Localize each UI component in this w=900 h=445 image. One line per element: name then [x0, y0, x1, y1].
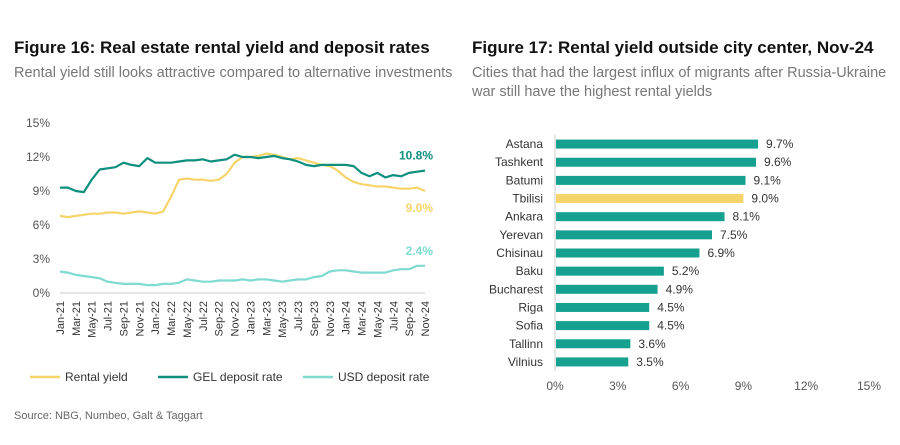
end-label-rental-yield: 9.0% — [406, 201, 434, 215]
bar-sofia — [556, 321, 650, 331]
x-tick-label: Mar-22 — [166, 301, 178, 336]
y-tick-label: 15% — [26, 116, 50, 130]
x-tick-label: Sep-24 — [404, 301, 416, 336]
x-tick-label: 6% — [672, 379, 690, 393]
x-tick-label: Mar-24 — [357, 301, 369, 336]
x-tick-label: Jan-21 — [55, 301, 67, 335]
x-tick-label: Jul-24 — [388, 301, 400, 331]
y-tick-label: 0% — [33, 286, 51, 300]
bar-chisinau — [556, 248, 700, 258]
value-label: 9.7% — [766, 137, 794, 151]
value-label: 4.5% — [657, 300, 685, 314]
category-label: Tashkent — [495, 155, 544, 169]
category-label: Tallinn — [509, 337, 543, 351]
category-label: Batumi — [506, 173, 543, 187]
x-tick-label: May-22 — [182, 301, 194, 338]
value-label: 7.5% — [720, 228, 748, 242]
value-label: 3.6% — [638, 337, 666, 351]
category-label: Astana — [506, 137, 544, 151]
y-tick-label: 9% — [33, 184, 51, 198]
value-label: 9.0% — [751, 192, 779, 206]
bar-riga — [556, 302, 650, 312]
y-tick-label: 6% — [33, 218, 51, 232]
x-tick-label: May-24 — [372, 301, 384, 338]
bar-ankara — [556, 212, 725, 222]
line-chart-rental-yield-deposit-rates: 0%3%6%9%12%15%Jan-21 Mar-21 May-21 Jul-21 Se… — [26, 116, 434, 384]
x-tick-label: Jan-24 — [341, 301, 353, 335]
bar-vilnius — [556, 357, 629, 367]
bar-baku — [556, 266, 664, 276]
x-tick-label: Jul-22 — [198, 301, 210, 331]
category-label: Yerevan — [499, 228, 543, 242]
x-tick-label: Sep-23 — [309, 301, 321, 336]
bar-chart-rental-yield-cities: Astana 9.7% Tashkent 9.6% Batumi 9.1% Tbilisi 9… — [489, 135, 881, 393]
bar-bucharest — [556, 284, 658, 294]
end-label-usd-deposit-rate: 2.4% — [406, 244, 434, 258]
x-tick-label: May-23 — [277, 301, 289, 338]
category-label: Sofia — [516, 319, 544, 333]
category-label: Ankara — [505, 210, 543, 224]
value-label: 9.1% — [753, 173, 781, 187]
x-tick-label: Nov-23 — [325, 301, 337, 336]
x-tick-label: Nov-21 — [134, 301, 146, 336]
x-tick-label: Mar-21 — [71, 301, 83, 336]
figure16-subtitle: Rental yield still looks attractive comp… — [14, 65, 453, 81]
bar-yerevan — [556, 230, 712, 240]
x-tick-label: Jan-22 — [150, 301, 162, 335]
y-tick-label: 12% — [26, 150, 50, 164]
value-label: 8.1% — [733, 210, 761, 224]
category-label: Riga — [518, 300, 543, 314]
x-tick-label: 3% — [609, 379, 627, 393]
y-tick-label: 3% — [33, 252, 51, 266]
category-label: Vilnius — [508, 355, 543, 369]
x-tick-label: Sep-22 — [214, 301, 226, 336]
value-label: 6.9% — [707, 246, 735, 260]
x-tick-label: Sep-21 — [118, 301, 130, 336]
category-label: Bucharest — [489, 282, 544, 296]
x-tick-label: Jan-23 — [245, 301, 257, 335]
figure16-title: Figure 16: Real estate rental yield and … — [14, 38, 430, 57]
value-label: 4.9% — [666, 282, 694, 296]
bar-tbilisi — [556, 194, 744, 204]
figure17-title: Figure 17: Rental yield outside city cen… — [472, 38, 874, 57]
series-line-usd-deposit-rate — [59, 264, 425, 287]
x-tick-label: 9% — [735, 379, 753, 393]
series-line-gel-deposit-rate — [60, 153, 426, 194]
x-tick-label: Nov-24 — [420, 301, 432, 336]
x-tick-label: May-21 — [87, 301, 99, 338]
value-label: 4.5% — [657, 319, 685, 333]
legend-label-rental-yield: Rental yield — [65, 370, 128, 384]
category-label: Chisinau — [496, 246, 543, 260]
category-label: Baku — [516, 264, 543, 278]
value-label: 9.6% — [764, 155, 792, 169]
legend-label-gel-deposit-rate: GEL deposit rate — [193, 370, 283, 384]
category-label: Tbilisi — [512, 192, 543, 206]
x-tick-label: 15% — [857, 379, 881, 393]
figure17-subtitle: Cities that had the largest influx of mi… — [472, 65, 887, 100]
legend-label-usd-deposit-rate: USD deposit rate — [338, 370, 430, 384]
x-tick-label: Jul-21 — [103, 301, 115, 331]
value-label: 5.2% — [672, 264, 700, 278]
bar-batumi — [556, 175, 746, 185]
x-tick-label: 0% — [546, 379, 564, 393]
x-tick-label: Mar-23 — [261, 301, 273, 336]
source-note: Source: NBG, Numbeo, Galt & Taggart — [14, 410, 203, 422]
bar-tallinn — [556, 339, 631, 349]
x-tick-label: Nov-22 — [230, 301, 242, 336]
bar-tashkent — [556, 157, 756, 167]
value-label: 3.5% — [636, 355, 664, 369]
bar-astana — [556, 139, 759, 149]
x-tick-label: 12% — [794, 379, 818, 393]
x-tick-label: Jul-23 — [293, 301, 305, 331]
end-label-gel-deposit-rate: 10.8% — [399, 149, 433, 163]
